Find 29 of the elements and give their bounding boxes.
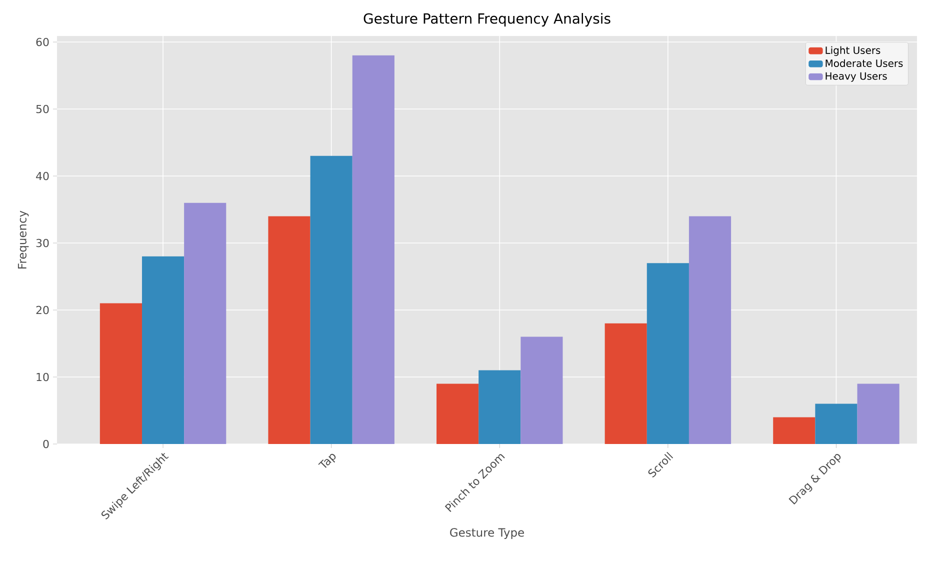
- bar: [688, 216, 732, 444]
- y-tick-label: 20: [36, 306, 49, 314]
- bar: [604, 323, 647, 444]
- legend-label: Heavy Users: [826, 72, 887, 82]
- chart-title: Gesture Pattern Frequency Analysis: [364, 13, 610, 26]
- legend-label: Light Users: [826, 46, 880, 56]
- y-tick-label: 10: [36, 372, 49, 382]
- bar: [773, 417, 816, 444]
- y-tick-label: 30: [36, 238, 49, 248]
- x-tick-label: Tap: [318, 454, 336, 468]
- y-tick-label: 40: [36, 172, 49, 180]
- x-axis-title: Gesture Type: [450, 528, 524, 539]
- bar: [815, 404, 858, 444]
- y-tick-label: 50: [36, 104, 49, 114]
- bar: [352, 55, 394, 444]
- bar: [142, 256, 184, 444]
- bar: [184, 202, 226, 444]
- bar: [646, 263, 689, 444]
- bar: [100, 303, 142, 444]
- bar: [436, 384, 479, 444]
- y-axis-title: Frequency: [18, 210, 29, 268]
- y-tick-label: 0: [43, 440, 49, 448]
- y-tick-label: 60: [36, 38, 49, 46]
- bar: [857, 384, 900, 444]
- legend-label: Moderate Users: [826, 59, 903, 68]
- bar: [310, 156, 352, 444]
- bar: [268, 216, 310, 444]
- bar: [478, 370, 521, 444]
- bar: [520, 336, 563, 444]
